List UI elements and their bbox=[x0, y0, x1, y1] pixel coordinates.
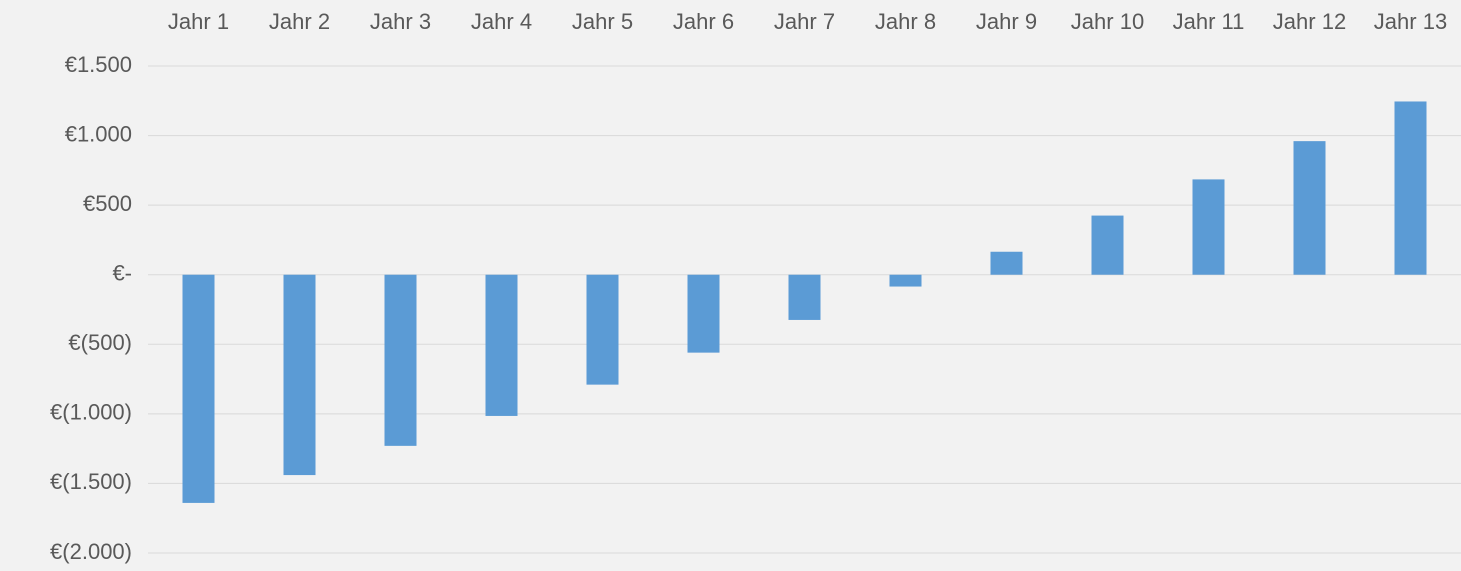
y-tick-label: €(2.000) bbox=[50, 539, 132, 564]
x-tick-label: Jahr 13 bbox=[1374, 9, 1447, 34]
x-tick-label: Jahr 10 bbox=[1071, 9, 1144, 34]
y-tick-label: €1.000 bbox=[65, 121, 132, 146]
bar bbox=[182, 274, 215, 503]
bar bbox=[687, 274, 720, 353]
bar bbox=[384, 274, 417, 446]
bar bbox=[1192, 179, 1225, 275]
x-tick-label: Jahr 6 bbox=[673, 9, 734, 34]
y-tick-label: €(1.500) bbox=[50, 469, 132, 494]
x-tick-label: Jahr 3 bbox=[370, 9, 431, 34]
bar bbox=[889, 274, 922, 287]
bar bbox=[1293, 141, 1326, 275]
x-tick-label: Jahr 11 bbox=[1173, 9, 1245, 34]
x-tick-label: Jahr 2 bbox=[269, 9, 330, 34]
bar bbox=[788, 274, 821, 320]
bar bbox=[990, 251, 1023, 275]
bar bbox=[586, 274, 619, 385]
x-tick-label: Jahr 1 bbox=[168, 9, 229, 34]
x-tick-label: Jahr 12 bbox=[1273, 9, 1346, 34]
bar bbox=[283, 274, 316, 476]
x-tick-label: Jahr 8 bbox=[875, 9, 936, 34]
x-tick-label: Jahr 7 bbox=[774, 9, 835, 34]
y-tick-label: €- bbox=[112, 261, 132, 286]
x-tick-label: Jahr 9 bbox=[976, 9, 1037, 34]
bar bbox=[1394, 101, 1427, 275]
x-tick-label: Jahr 5 bbox=[572, 9, 633, 34]
y-tick-label: €(1.000) bbox=[50, 400, 132, 425]
y-tick-label: €(500) bbox=[68, 330, 132, 355]
bar bbox=[485, 274, 518, 416]
y-tick-label: €1.500 bbox=[65, 52, 132, 77]
x-tick-label: Jahr 4 bbox=[471, 9, 532, 34]
bar bbox=[1091, 215, 1124, 275]
y-tick-label: €500 bbox=[83, 191, 132, 216]
